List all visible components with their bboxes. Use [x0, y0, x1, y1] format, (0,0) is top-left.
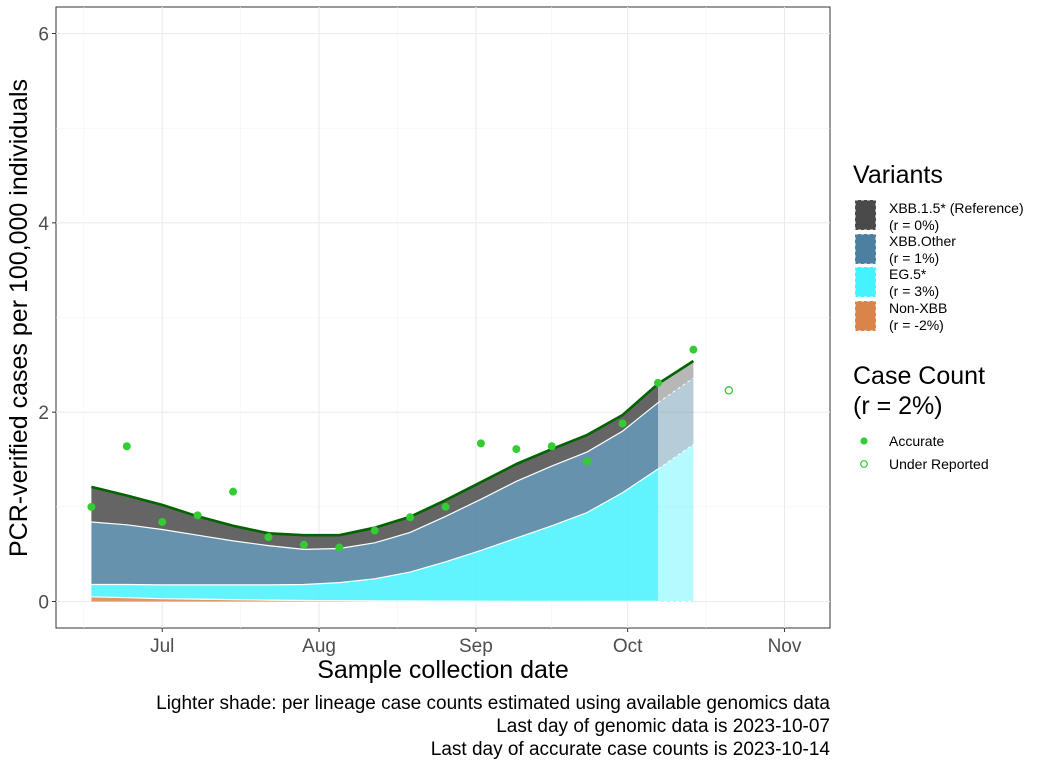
legend-rate-eg5: (r = 3%) — [889, 283, 939, 299]
boundary-eg-5 — [91, 468, 659, 586]
legend-key-non-xbb — [854, 300, 877, 332]
case-point-accurate — [512, 445, 521, 454]
area-xbb-other — [91, 402, 658, 585]
boundary-non-xbb — [91, 596, 658, 602]
y-tick-label: 0 — [38, 592, 49, 613]
legend-label-non-xbb: Non-XBB — [889, 300, 947, 316]
y-tick-label: 4 — [38, 214, 49, 235]
case-point-accurate — [193, 511, 202, 520]
legend-label-xbb-other: XBB.Other — [889, 233, 956, 249]
area-xbb-1-5-reference — [91, 383, 658, 550]
x-tick-label: Sep — [459, 636, 493, 657]
legend-label-eg5: EG.5* — [889, 266, 927, 282]
boundary-estimated-eg-5 — [657, 443, 694, 470]
legend-label-under-reported: Under Reported — [889, 456, 989, 472]
case-point-accurate — [229, 487, 238, 496]
total-line — [91, 359, 695, 537]
case-point-accurate — [299, 540, 308, 549]
x-tick-label: Nov — [768, 636, 802, 657]
case-point-accurate — [87, 502, 96, 511]
case-point-accurate — [654, 378, 662, 387]
legend-label-accurate: Accurate — [889, 433, 944, 449]
legend-label-xbb15: XBB.1.5* (Reference) — [889, 200, 1024, 216]
case-point-accurate — [122, 442, 131, 451]
axis-ticks: 0 2 4 6 Jul Aug Sep Oct Nov — [38, 25, 801, 657]
legend-rate-xbb-other: (r = 1%) — [889, 250, 939, 266]
legend-key-under-reported — [860, 460, 868, 468]
case-point-accurate — [158, 517, 167, 526]
total-line-layer — [91, 359, 695, 537]
case-point-accurate — [370, 526, 379, 535]
y-tick-label: 6 — [38, 25, 49, 46]
legend-variants-title: Variants — [853, 161, 943, 189]
x-tick-label: Oct — [613, 636, 643, 657]
case-point-accurate — [618, 419, 627, 428]
caption-line-2: Last day of genomic data is 2023-10-07 — [496, 716, 830, 737]
area-estimated-eg-5 — [658, 444, 694, 602]
case-point-accurate — [335, 543, 344, 552]
legend: Variants XBB.1.5* (Reference) (r = 0%) X… — [853, 161, 1024, 472]
area-estimated-xbb-1-5-reference — [658, 361, 694, 403]
boundary-estimated-xbb-other — [657, 377, 694, 404]
x-axis-title: Sample collection date — [317, 656, 569, 684]
stacked-areas — [91, 360, 694, 602]
legend-key-accurate — [860, 437, 868, 445]
legend-key-xbb-other — [854, 233, 877, 265]
x-tick-label: Jul — [150, 636, 174, 657]
case-point-accurate — [583, 457, 592, 466]
case-point-accurate — [406, 513, 415, 522]
area-eg-5 — [91, 469, 658, 602]
legend-case-title: Case Count — [853, 362, 985, 390]
legend-case-rate: (r = 2%) — [853, 392, 943, 420]
case-point-accurate — [547, 442, 556, 451]
boundary-xbb-other — [91, 402, 659, 551]
legend-key-eg5 — [854, 266, 877, 298]
area-non-xbb — [91, 596, 658, 602]
caption-line-1: Lighter shade: per lineage case counts e… — [156, 693, 830, 714]
case-point-accurate — [441, 502, 450, 511]
y-axis-title: PCR-verified cases per 100,000 individua… — [5, 79, 33, 557]
legend-rate-xbb15: (r = 0%) — [889, 217, 939, 233]
y-tick-label: 2 — [38, 403, 49, 424]
caption-line-3: Last day of accurate case counts is 2023… — [431, 739, 831, 760]
case-points — [87, 345, 734, 552]
case-point-accurate — [264, 533, 273, 542]
legend-key-xbb15 — [854, 199, 877, 231]
case-point-accurate — [689, 345, 698, 354]
legend-rate-non-xbb: (r = -2%) — [889, 317, 944, 333]
area-estimated-xbb-other — [658, 378, 694, 469]
x-tick-label: Aug — [302, 636, 336, 657]
case-point-under-reported — [724, 386, 734, 395]
case-point-accurate — [476, 439, 485, 448]
